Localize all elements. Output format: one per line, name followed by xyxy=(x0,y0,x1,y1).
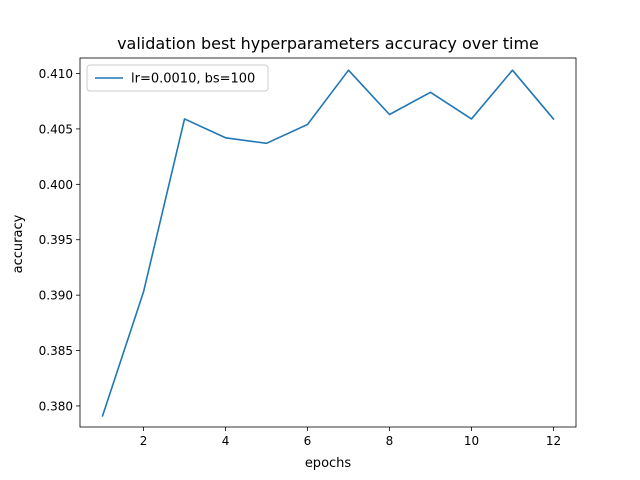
chart-title: validation best hyperparameters accuracy… xyxy=(117,34,539,53)
plot-area: 2 4 6 8 10 12 0.380 0.385 0.390 0.395 0.400 0.405 0.… xyxy=(39,57,577,448)
x-tick-label: 10 xyxy=(464,434,479,448)
y-tick-label: 0.385 xyxy=(39,344,73,358)
x-tick-label: 8 xyxy=(386,434,394,448)
y-axis-label: accuracy xyxy=(11,214,26,273)
x-tick-label: 12 xyxy=(546,434,561,448)
legend-box xyxy=(86,64,269,92)
series-line xyxy=(101,69,555,417)
y-tick-label: 0.380 xyxy=(39,399,73,413)
y-tick-label: 0.400 xyxy=(39,178,73,192)
x-tick-label: 4 xyxy=(222,434,230,448)
y-tick-label: 0.405 xyxy=(39,122,73,136)
y-tick-label: 0.410 xyxy=(39,67,73,81)
y-tick-label: 0.390 xyxy=(39,289,73,303)
x-axis-label: epochs xyxy=(305,456,352,471)
x-tick-label: 6 xyxy=(304,434,312,448)
axes-frame xyxy=(79,57,577,428)
legend: lr=0.0010, bs=100 xyxy=(86,64,269,92)
x-tick-label: 2 xyxy=(140,434,148,448)
legend-label: lr=0.0010, bs=100 xyxy=(131,72,255,87)
y-tick-label: 0.395 xyxy=(39,233,73,247)
